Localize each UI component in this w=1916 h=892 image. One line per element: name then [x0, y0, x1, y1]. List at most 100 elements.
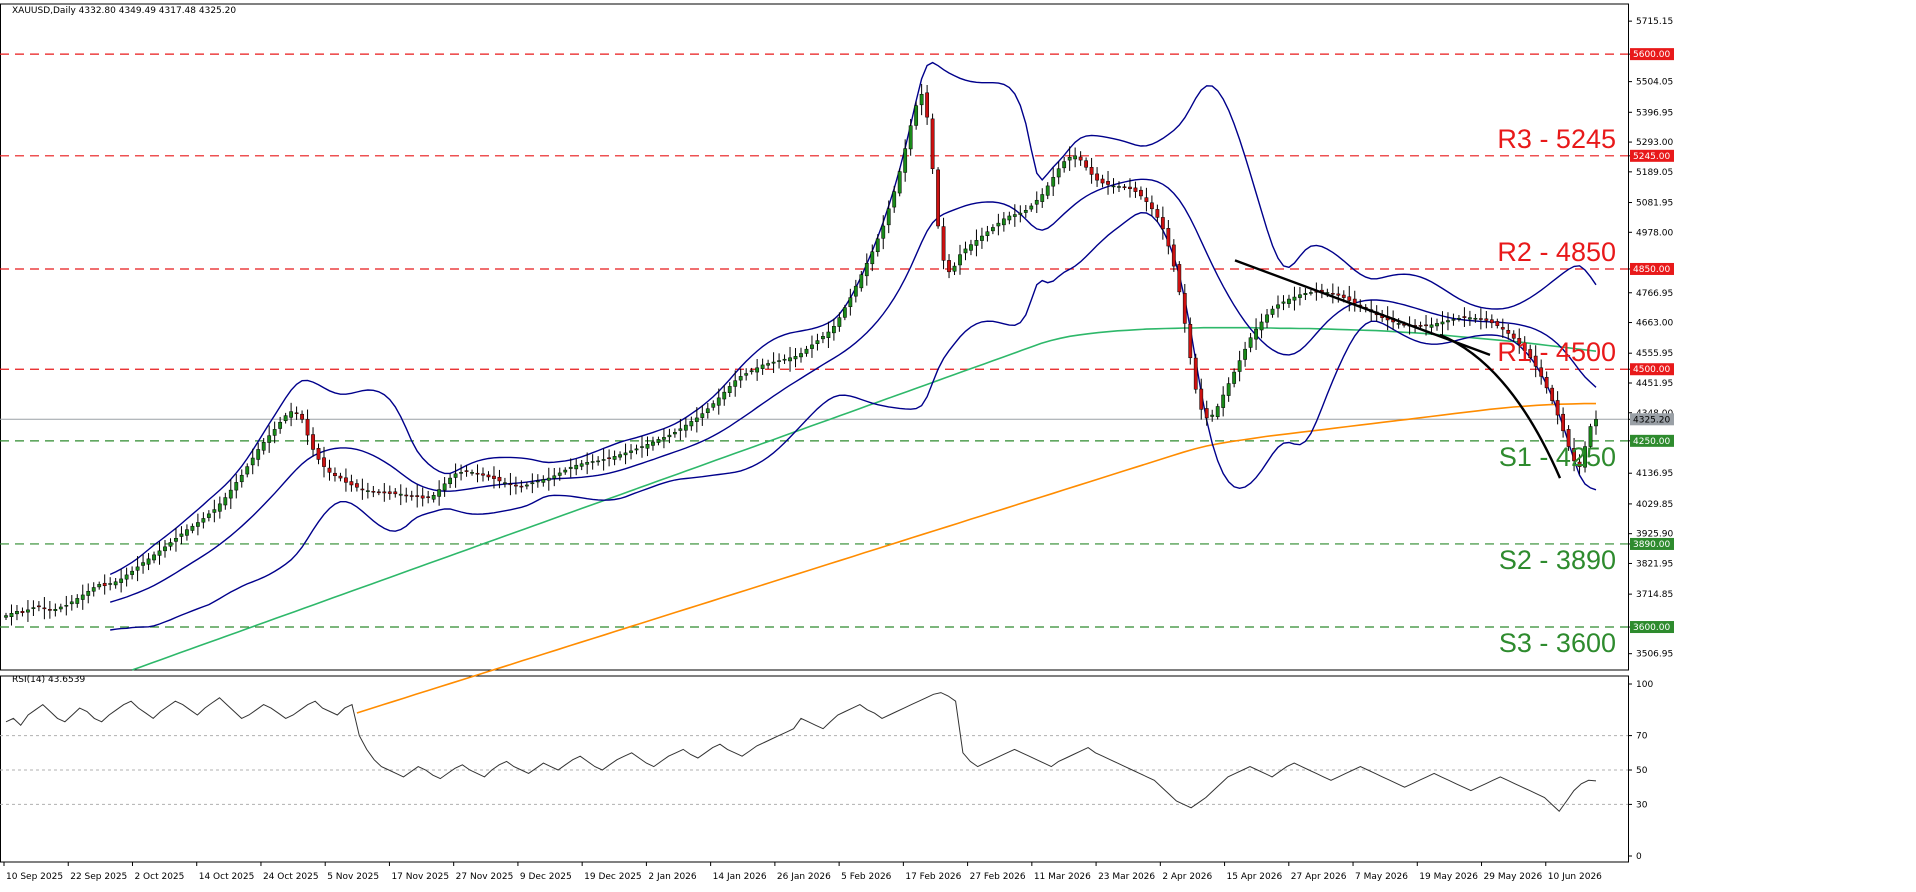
candle-up: [585, 462, 590, 465]
date-tick-label: 19 Dec 2025: [584, 872, 642, 882]
candle-up: [1468, 317, 1472, 320]
candle-up: [130, 570, 134, 575]
rsi-header: RSI(14) 43.6539: [12, 675, 85, 685]
candle-up: [1270, 308, 1275, 315]
candle-up: [124, 574, 129, 580]
candle-down: [475, 472, 480, 475]
date-tick-label: 14 Jan 2026: [713, 872, 767, 882]
level-tag-R2: [1630, 262, 1674, 275]
rsi-tick-label: 50: [1636, 766, 1648, 776]
candle-up: [853, 285, 858, 297]
candle-up: [667, 434, 672, 438]
sma-200-line: [356, 402, 1596, 714]
candle-up: [673, 431, 677, 435]
candle-up: [870, 251, 875, 265]
candle-up: [974, 240, 979, 246]
candle-up: [431, 495, 436, 500]
candle-up: [267, 435, 272, 443]
candle-down: [349, 481, 354, 486]
candle-up: [524, 484, 529, 487]
level-tag-top: [1630, 48, 1674, 61]
date-tick-label: 17 Feb 2026: [905, 872, 961, 882]
candle-down: [1528, 349, 1533, 359]
price-tick-label: 3821.95: [1636, 559, 1673, 569]
candle-up: [1281, 301, 1286, 304]
date-tick-label: 27 Nov 2025: [456, 872, 514, 882]
candle-down: [1171, 244, 1176, 267]
candle-up: [26, 609, 30, 613]
candle-down: [1478, 318, 1483, 320]
candle-up: [771, 361, 776, 364]
candle-down: [508, 483, 513, 486]
candle-down: [497, 476, 502, 482]
candle-up: [1007, 215, 1012, 221]
candle-up: [146, 558, 151, 565]
current-price-tag: [1630, 413, 1674, 426]
candle-up: [1001, 218, 1006, 226]
candle-up: [1473, 317, 1478, 320]
date-tick-label: 22 Sep 2025: [70, 872, 127, 882]
sma-100-line: [131, 326, 1597, 671]
price-tick-label: 5396.95: [1636, 108, 1673, 118]
candle-up: [283, 415, 288, 422]
candle-down: [316, 448, 321, 460]
candle-down: [1489, 319, 1494, 324]
candle-up: [733, 380, 738, 387]
price-tick-label: 3925.90: [1636, 530, 1673, 540]
candle-down: [1204, 408, 1209, 419]
candle-up: [766, 363, 770, 366]
candle-up: [1243, 348, 1247, 360]
candle-up: [75, 598, 80, 604]
candle-down: [514, 484, 518, 487]
candle-up: [568, 466, 573, 469]
candle-up: [1248, 337, 1253, 348]
candle-up: [1237, 360, 1242, 372]
candle-up: [722, 391, 727, 400]
candle-up: [1429, 324, 1434, 328]
candle-down: [1150, 202, 1154, 210]
candle-down: [294, 412, 299, 415]
date-tick-label: 14 Oct 2025: [199, 872, 255, 882]
candle-up: [223, 497, 228, 506]
candle-down: [1566, 429, 1571, 447]
level-labels-layer: R3 - 5245 R2 - 4850 R1 - 4500 S1 - 4250 S2 -…: [1497, 124, 1616, 658]
candle-up: [1446, 320, 1450, 323]
candle-up: [914, 105, 919, 126]
candle-down: [1577, 461, 1582, 467]
candle-up: [503, 482, 507, 484]
date-tick-label: 2 Oct 2025: [134, 872, 184, 882]
price-tick-label: 3714.85: [1636, 590, 1673, 600]
candle-up: [163, 546, 167, 552]
candle-up: [1018, 212, 1023, 215]
candle-up: [919, 93, 924, 106]
candle-up: [1396, 323, 1401, 325]
level-label-S2: S2 - 3890: [1499, 545, 1616, 575]
date-axis: 10 Sep 2025 22 Sep 2025 2 Oct 2025 14 Oct 2…: [3, 862, 1602, 882]
candle-up: [760, 364, 765, 369]
candle-up: [4, 615, 8, 618]
level-tag-text-S2: 3890.00: [1633, 540, 1670, 550]
candle-up: [58, 606, 63, 610]
candle-up: [278, 421, 283, 429]
rsi-tick-label: 100: [1636, 680, 1653, 690]
candle-up: [705, 408, 710, 414]
candle-up: [645, 444, 650, 449]
candle-up: [552, 475, 557, 479]
candle-up: [91, 587, 96, 592]
candle-up: [1067, 157, 1072, 161]
candle-up: [623, 452, 628, 456]
level-tag-text-S3: 3600.00: [1633, 623, 1670, 633]
candle-down: [481, 473, 485, 476]
candle-down: [1418, 325, 1423, 327]
candle-up: [245, 466, 250, 475]
candle-up: [168, 542, 173, 547]
candle-up: [157, 550, 162, 556]
candle-up: [738, 376, 743, 381]
price-tick-label: 4451.95: [1636, 379, 1673, 389]
candle-down: [1522, 343, 1527, 351]
date-tick-label: 11 Mar 2026: [1034, 872, 1091, 882]
trendlines-layer: [1234, 259, 1562, 479]
date-tick-label: 10 Sep 2025: [6, 872, 63, 882]
candle-down: [1193, 357, 1198, 390]
